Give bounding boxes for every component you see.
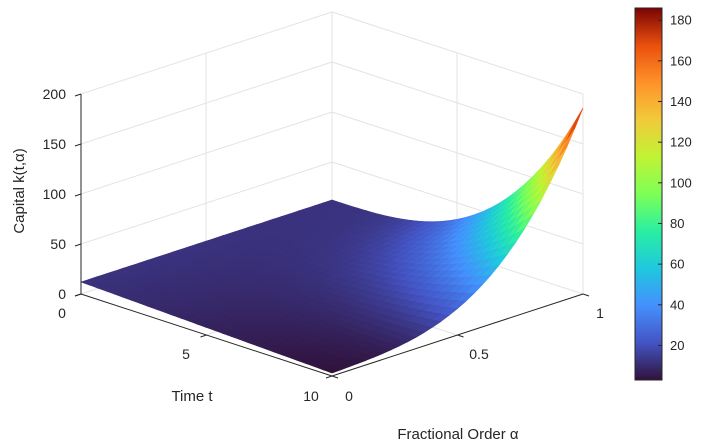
colorbar-tick-label: 160 (670, 53, 692, 68)
z-tick-label: 50 (50, 236, 66, 252)
alpha-tick (582, 293, 590, 297)
alpha-axis-label: Fractional Order α (397, 426, 519, 443)
t-tick-label: 5 (182, 346, 190, 362)
alpha-tick-label: 1 (596, 305, 604, 321)
alpha-tick-label: 0.5 (469, 346, 489, 362)
surface-plot (80, 107, 584, 374)
t-tick-label: 10 (303, 388, 319, 404)
z-tick-label: 150 (43, 136, 67, 152)
colorbar-gradient (634, 7, 663, 381)
colorbar-tick-label: 180 (670, 13, 692, 28)
surface-patch (322, 366, 342, 374)
t-tick (325, 375, 333, 379)
colorbar-tick-label: 40 (670, 297, 684, 312)
z-tick (74, 193, 82, 197)
alpha-tick-labels: 0 0.5 1 (345, 305, 604, 404)
alpha-tick (457, 334, 464, 338)
colorbar-tick-label: 120 (670, 135, 692, 150)
surface-patch (566, 107, 584, 142)
t-tick-label: 0 (58, 305, 66, 321)
t-tick (200, 334, 207, 338)
alpha-tick (331, 375, 339, 379)
colorbar: 20 40 60 80 100 120 140 160 180 (634, 7, 692, 381)
z-tick-labels: 0 50 100 150 200 (43, 86, 67, 302)
colorbar-tick-label: 100 (670, 175, 692, 190)
colorbar-ticks: 20 40 60 80 100 120 140 160 180 (658, 13, 692, 353)
colorbar-tick-label: 80 (670, 216, 684, 231)
t-tick (74, 293, 82, 297)
z-axis-label: Capital k(t,α) (11, 148, 28, 233)
z-tick-label: 0 (58, 286, 66, 302)
colorbar-tick-label: 60 (670, 257, 684, 272)
z-tick-label: 200 (43, 86, 67, 102)
t-tick-labels: 0 5 10 (58, 305, 319, 404)
colorbar-tick-label: 20 (670, 338, 684, 353)
z-tick (74, 143, 82, 147)
alpha-tick-label: 0 (345, 388, 353, 404)
colorbar-tick-label: 140 (670, 94, 692, 109)
z-tick-label: 100 (43, 186, 67, 202)
z-tick (74, 93, 82, 97)
z-tick (74, 243, 82, 247)
t-axis-label: Time t (171, 388, 213, 405)
tick-marks (74, 93, 590, 379)
